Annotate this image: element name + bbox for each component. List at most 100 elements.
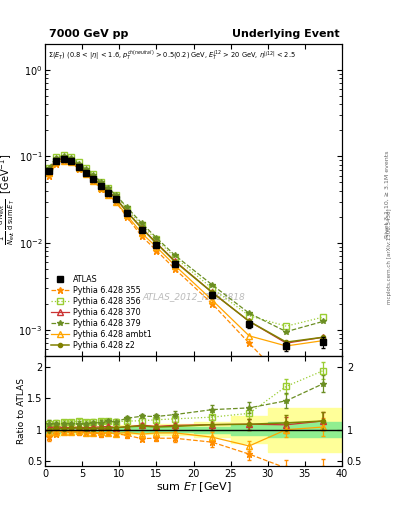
Pythia 6.428 356 (173, 254, 177, 261)
Pythia 6.428 z2 (76, 163, 81, 169)
Pythia 6.428 356 (69, 154, 73, 160)
Pythia 6.428 ambt1 (125, 212, 129, 218)
Pythia 6.428 355 (139, 233, 144, 239)
Pythia 6.428 ambt1 (91, 178, 96, 184)
Pythia 6.428 ambt1 (54, 159, 59, 165)
Text: ATLAS_2012_I1183818: ATLAS_2012_I1183818 (142, 292, 245, 301)
Pythia 6.428 ambt1 (154, 244, 159, 250)
Bar (105, 426, 119, 433)
Pythia 6.428 370 (125, 208, 129, 215)
Line: Pythia 6.428 370: Pythia 6.428 370 (46, 156, 326, 346)
Pythia 6.428 355 (61, 158, 66, 164)
Bar (231, 424, 268, 435)
Line: Pythia 6.428 379: Pythia 6.428 379 (46, 154, 326, 334)
Pythia 6.428 370 (76, 163, 81, 169)
Pythia 6.428 z2 (113, 195, 118, 201)
Pythia 6.428 356 (91, 171, 96, 177)
Pythia 6.428 355 (125, 214, 129, 220)
Pythia 6.428 ambt1 (106, 191, 110, 198)
Pythia 6.428 ambt1 (321, 337, 326, 344)
Pythia 6.428 z2 (125, 208, 129, 215)
Pythia 6.428 ambt1 (84, 171, 88, 177)
Pythia 6.428 370 (154, 240, 159, 246)
Pythia 6.428 z2 (46, 168, 51, 174)
Pythia 6.428 370 (284, 340, 288, 346)
Line: Pythia 6.428 z2: Pythia 6.428 z2 (47, 157, 325, 344)
Pythia 6.428 379 (84, 166, 88, 173)
Pythia 6.428 ambt1 (46, 169, 51, 176)
Pythia 6.428 z2 (54, 157, 59, 163)
Bar (119, 427, 156, 432)
Bar (268, 422, 342, 437)
Pythia 6.428 z2 (154, 240, 159, 246)
Y-axis label: Ratio to ATLAS: Ratio to ATLAS (17, 378, 26, 444)
Pythia 6.428 379 (106, 185, 110, 191)
Pythia 6.428 356 (54, 154, 59, 160)
Pythia 6.428 355 (76, 165, 81, 172)
Pythia 6.428 379 (69, 155, 73, 161)
Bar (60, 427, 75, 432)
Pythia 6.428 370 (247, 318, 252, 325)
Pythia 6.428 z2 (139, 225, 144, 231)
Bar (156, 424, 194, 435)
Pythia 6.428 379 (61, 153, 66, 159)
Pythia 6.428 379 (247, 310, 252, 316)
Legend: ATLAS, Pythia 6.428 355, Pythia 6.428 356, Pythia 6.428 370, Pythia 6.428 379, P: ATLAS, Pythia 6.428 355, Pythia 6.428 35… (49, 273, 153, 352)
Pythia 6.428 355 (321, 375, 326, 381)
Pythia 6.428 ambt1 (173, 263, 177, 269)
Pythia 6.428 z2 (321, 334, 326, 340)
Pythia 6.428 z2 (61, 156, 66, 162)
Pythia 6.428 z2 (91, 175, 96, 181)
Pythia 6.428 379 (173, 252, 177, 259)
Pythia 6.428 355 (154, 247, 159, 253)
Pythia 6.428 370 (91, 175, 96, 181)
Pythia 6.428 355 (247, 340, 252, 346)
Pythia 6.428 370 (210, 289, 215, 295)
Pythia 6.428 379 (125, 204, 129, 210)
Text: mcplots.cern.ch [arXiv:1306.3436]: mcplots.cern.ch [arXiv:1306.3436] (387, 208, 392, 304)
Line: Pythia 6.428 356: Pythia 6.428 356 (46, 153, 326, 329)
Pythia 6.428 379 (154, 234, 159, 241)
Pythia 6.428 356 (154, 237, 159, 243)
Pythia 6.428 z2 (69, 157, 73, 163)
Pythia 6.428 356 (106, 185, 110, 191)
Pythia 6.428 z2 (247, 318, 252, 325)
Bar (194, 426, 231, 433)
Pythia 6.428 355 (91, 178, 96, 184)
Bar (268, 408, 342, 452)
Pythia 6.428 370 (61, 155, 66, 161)
Pythia 6.428 356 (61, 152, 66, 158)
Pythia 6.428 ambt1 (61, 158, 66, 164)
Bar (45, 426, 60, 433)
Pythia 6.428 379 (113, 191, 118, 198)
Text: 7000 GeV pp: 7000 GeV pp (49, 29, 129, 39)
Pythia 6.428 355 (210, 301, 215, 307)
Pythia 6.428 355 (99, 186, 103, 192)
Pythia 6.428 370 (99, 182, 103, 188)
Pythia 6.428 356 (321, 314, 326, 320)
Bar (90, 426, 105, 433)
Pythia 6.428 379 (321, 318, 326, 325)
Pythia 6.428 z2 (99, 182, 103, 188)
Pythia 6.428 356 (99, 179, 103, 185)
Bar (194, 422, 231, 437)
Pythia 6.428 355 (54, 161, 59, 167)
Pythia 6.428 355 (84, 171, 88, 177)
Pythia 6.428 356 (210, 285, 215, 291)
Bar (60, 425, 75, 434)
Bar (119, 425, 156, 434)
Pythia 6.428 z2 (106, 189, 110, 195)
Pythia 6.428 355 (46, 173, 51, 179)
Pythia 6.428 ambt1 (210, 297, 215, 303)
Pythia 6.428 ambt1 (69, 159, 73, 165)
Pythia 6.428 370 (173, 258, 177, 264)
Pythia 6.428 379 (91, 172, 96, 178)
Text: Underlying Event: Underlying Event (232, 29, 340, 39)
Pythia 6.428 ambt1 (76, 165, 81, 171)
Pythia 6.428 356 (84, 165, 88, 171)
Pythia 6.428 z2 (284, 339, 288, 345)
Text: Rivet 3.1.10, ≥ 3.1M events: Rivet 3.1.10, ≥ 3.1M events (385, 151, 389, 238)
Pythia 6.428 ambt1 (99, 185, 103, 191)
X-axis label: sum $E_T$ [GeV]: sum $E_T$ [GeV] (156, 480, 231, 494)
Bar (105, 427, 119, 432)
